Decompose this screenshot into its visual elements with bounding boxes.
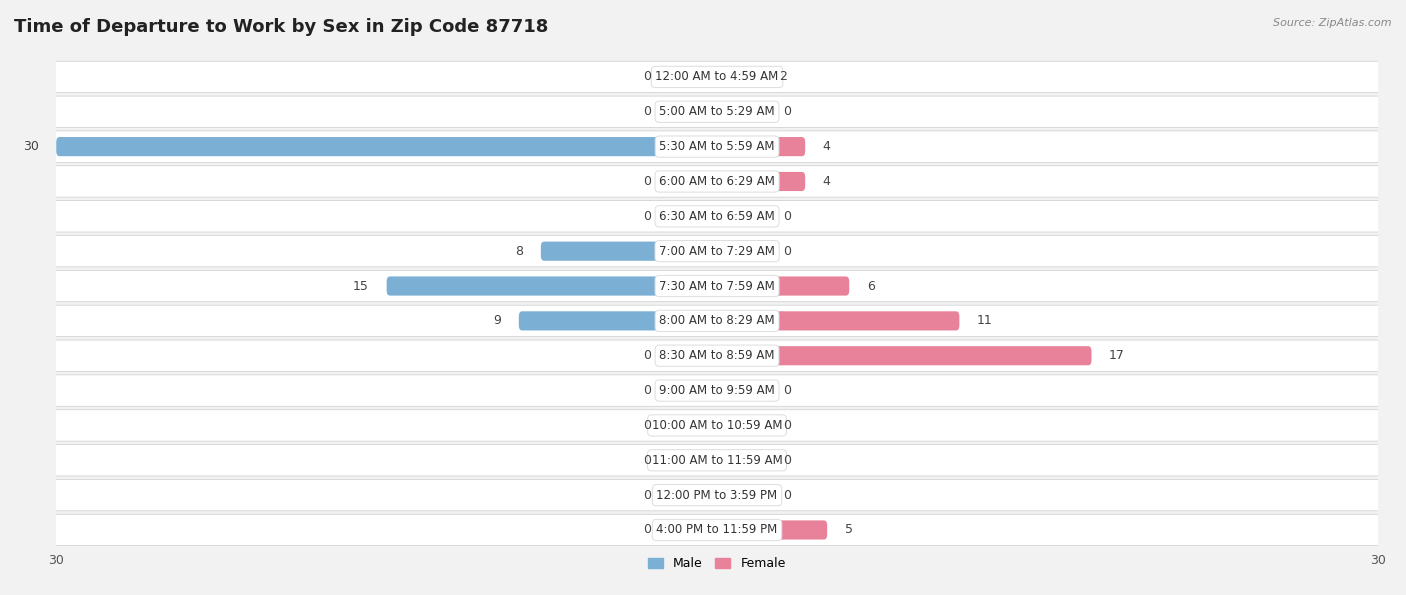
FancyBboxPatch shape: [45, 305, 1389, 337]
FancyBboxPatch shape: [45, 96, 1389, 127]
Text: 10:00 AM to 10:59 AM: 10:00 AM to 10:59 AM: [652, 419, 782, 432]
Text: 0: 0: [643, 175, 651, 188]
Text: 11: 11: [977, 314, 993, 327]
FancyBboxPatch shape: [717, 381, 772, 400]
FancyBboxPatch shape: [662, 102, 717, 121]
Text: 5: 5: [845, 524, 853, 537]
FancyBboxPatch shape: [717, 242, 772, 261]
Text: 5:30 AM to 5:59 AM: 5:30 AM to 5:59 AM: [659, 140, 775, 153]
FancyBboxPatch shape: [662, 450, 717, 470]
FancyBboxPatch shape: [717, 521, 827, 540]
Text: 0: 0: [643, 419, 651, 432]
Text: 15: 15: [353, 280, 368, 293]
FancyBboxPatch shape: [717, 172, 806, 191]
Text: 0: 0: [643, 349, 651, 362]
FancyBboxPatch shape: [717, 67, 761, 86]
FancyBboxPatch shape: [541, 242, 717, 261]
FancyBboxPatch shape: [662, 416, 717, 435]
FancyBboxPatch shape: [662, 521, 717, 540]
FancyBboxPatch shape: [662, 346, 717, 365]
Text: 0: 0: [643, 488, 651, 502]
Text: 2: 2: [779, 70, 786, 83]
FancyBboxPatch shape: [45, 514, 1389, 546]
Text: 12:00 AM to 4:59 AM: 12:00 AM to 4:59 AM: [655, 70, 779, 83]
Text: 6:30 AM to 6:59 AM: 6:30 AM to 6:59 AM: [659, 210, 775, 223]
Text: 8: 8: [515, 245, 523, 258]
FancyBboxPatch shape: [45, 236, 1389, 267]
Text: 5:00 AM to 5:29 AM: 5:00 AM to 5:29 AM: [659, 105, 775, 118]
Text: 0: 0: [783, 210, 792, 223]
Text: 4:00 PM to 11:59 PM: 4:00 PM to 11:59 PM: [657, 524, 778, 537]
FancyBboxPatch shape: [45, 61, 1389, 93]
Text: Time of Departure to Work by Sex in Zip Code 87718: Time of Departure to Work by Sex in Zip …: [14, 18, 548, 36]
Text: 0: 0: [643, 70, 651, 83]
FancyBboxPatch shape: [662, 486, 717, 505]
FancyBboxPatch shape: [45, 410, 1389, 441]
Text: 0: 0: [643, 454, 651, 466]
Text: 30: 30: [22, 140, 38, 153]
FancyBboxPatch shape: [662, 172, 717, 191]
Text: 7:30 AM to 7:59 AM: 7:30 AM to 7:59 AM: [659, 280, 775, 293]
Text: 4: 4: [823, 140, 831, 153]
FancyBboxPatch shape: [45, 375, 1389, 406]
Text: 0: 0: [783, 488, 792, 502]
Text: 0: 0: [643, 105, 651, 118]
FancyBboxPatch shape: [45, 131, 1389, 162]
Text: Source: ZipAtlas.com: Source: ZipAtlas.com: [1274, 18, 1392, 28]
FancyBboxPatch shape: [717, 102, 772, 121]
FancyBboxPatch shape: [717, 277, 849, 296]
FancyBboxPatch shape: [717, 486, 772, 505]
Text: 0: 0: [783, 105, 792, 118]
FancyBboxPatch shape: [56, 137, 717, 156]
Text: 6: 6: [868, 280, 875, 293]
Legend: Male, Female: Male, Female: [644, 552, 790, 575]
FancyBboxPatch shape: [45, 480, 1389, 511]
FancyBboxPatch shape: [519, 311, 717, 330]
Text: 0: 0: [783, 245, 792, 258]
FancyBboxPatch shape: [45, 444, 1389, 476]
FancyBboxPatch shape: [717, 450, 772, 470]
Text: 12:00 PM to 3:59 PM: 12:00 PM to 3:59 PM: [657, 488, 778, 502]
FancyBboxPatch shape: [45, 340, 1389, 371]
FancyBboxPatch shape: [717, 137, 806, 156]
FancyBboxPatch shape: [662, 206, 717, 226]
Text: 4: 4: [823, 175, 831, 188]
FancyBboxPatch shape: [45, 201, 1389, 232]
FancyBboxPatch shape: [717, 346, 1091, 365]
Text: 17: 17: [1109, 349, 1125, 362]
Text: 0: 0: [643, 384, 651, 397]
Text: 8:00 AM to 8:29 AM: 8:00 AM to 8:29 AM: [659, 314, 775, 327]
FancyBboxPatch shape: [717, 206, 772, 226]
FancyBboxPatch shape: [717, 416, 772, 435]
FancyBboxPatch shape: [662, 67, 717, 86]
FancyBboxPatch shape: [662, 381, 717, 400]
FancyBboxPatch shape: [45, 166, 1389, 197]
FancyBboxPatch shape: [45, 270, 1389, 302]
Text: 11:00 AM to 11:59 AM: 11:00 AM to 11:59 AM: [652, 454, 782, 466]
Text: 0: 0: [643, 210, 651, 223]
FancyBboxPatch shape: [717, 311, 959, 330]
Text: 6:00 AM to 6:29 AM: 6:00 AM to 6:29 AM: [659, 175, 775, 188]
Text: 0: 0: [783, 419, 792, 432]
Text: 8:30 AM to 8:59 AM: 8:30 AM to 8:59 AM: [659, 349, 775, 362]
Text: 0: 0: [783, 384, 792, 397]
Text: 9: 9: [494, 314, 501, 327]
Text: 9:00 AM to 9:59 AM: 9:00 AM to 9:59 AM: [659, 384, 775, 397]
Text: 0: 0: [643, 524, 651, 537]
Text: 0: 0: [783, 454, 792, 466]
FancyBboxPatch shape: [387, 277, 717, 296]
Text: 7:00 AM to 7:29 AM: 7:00 AM to 7:29 AM: [659, 245, 775, 258]
